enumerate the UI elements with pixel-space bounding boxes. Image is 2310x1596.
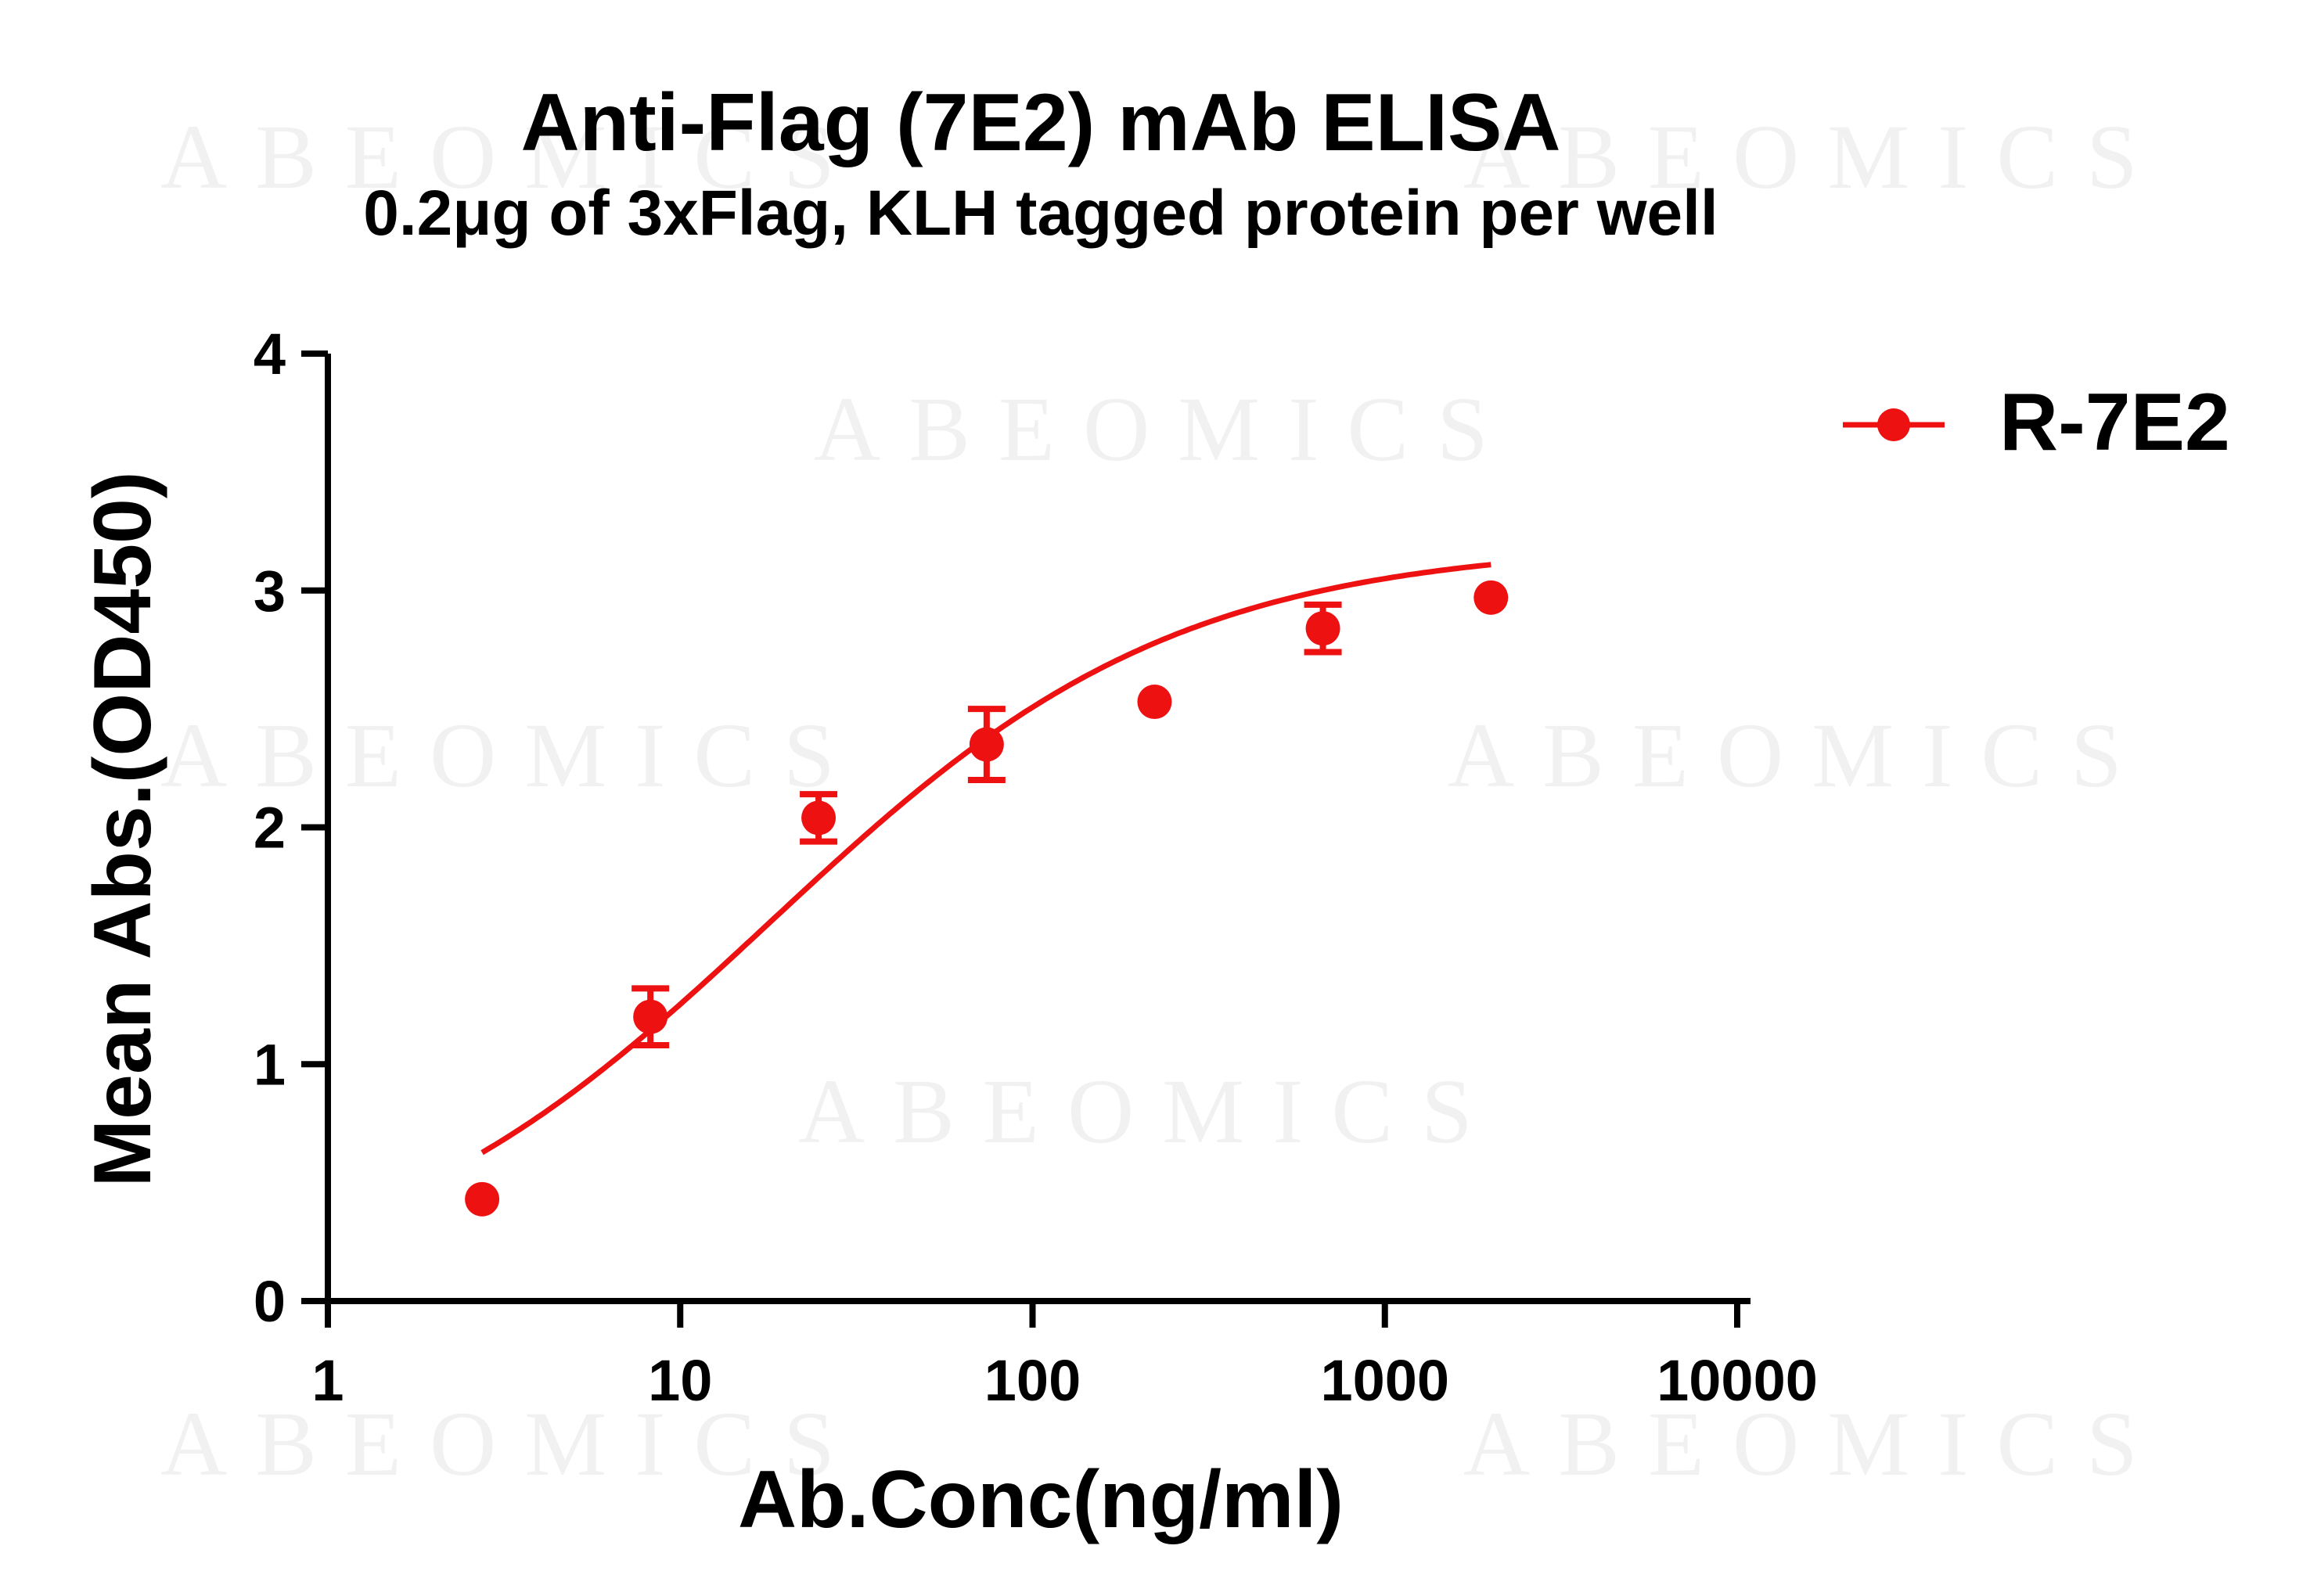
y-tick-label: 1 <box>254 1032 286 1097</box>
watermark-text: ABEOMICS <box>160 106 863 208</box>
x-axis-label: Ab.Conc(ng/ml) <box>738 1454 1344 1545</box>
data-point <box>465 1181 500 1217</box>
watermark-text: ABEOMICS <box>1463 106 2166 208</box>
watermark-layer: ABEOMICS ABEOMICS ABEOMICS ABEOMICS ABEO… <box>160 106 2166 1495</box>
legend-marker <box>1877 408 1910 441</box>
watermark-text: ABEOMICS <box>160 1393 863 1495</box>
chart-subtitle: 0.2μg of 3xFlag, KLH tagged protein per … <box>363 178 1718 249</box>
y-ticks: 0 1 2 3 4 <box>254 322 328 1334</box>
data-point <box>1137 685 1172 720</box>
data-point <box>633 999 668 1034</box>
data-point <box>801 800 837 836</box>
x-tick-label: 100 <box>984 1348 1081 1413</box>
chart-title: Anti-Flag (7E2) mAb ELISA <box>521 77 1561 168</box>
legend-label: R-7E2 <box>1999 377 2230 468</box>
y-tick-label: 0 <box>254 1269 286 1334</box>
data-point <box>969 727 1004 762</box>
plot-area <box>465 562 1509 1217</box>
watermark-text: ABEOMICS <box>1463 1393 2166 1495</box>
x-tick-label: 1 <box>311 1348 344 1413</box>
watermark-text: ABEOMICS <box>798 1060 1501 1163</box>
x-tick-label: 10000 <box>1657 1348 1818 1413</box>
watermark-text: ABEOMICS <box>814 378 1517 480</box>
x-ticks: 1 10 100 1000 10000 <box>311 1301 1818 1413</box>
x-tick-label: 10 <box>648 1348 712 1413</box>
watermark-text: ABEOMICS <box>1448 704 2150 807</box>
data-point <box>1305 611 1340 646</box>
watermark-text: ABEOMICS <box>160 704 863 807</box>
y-tick-label: 4 <box>254 322 286 386</box>
data-point <box>1473 580 1509 615</box>
y-tick-label: 2 <box>254 796 286 861</box>
y-tick-label: 3 <box>254 559 286 624</box>
legend: R-7E2 <box>1843 377 2230 468</box>
x-tick-label: 1000 <box>1320 1348 1449 1413</box>
y-axis-label: Mean Abs.(OD450) <box>77 471 168 1187</box>
